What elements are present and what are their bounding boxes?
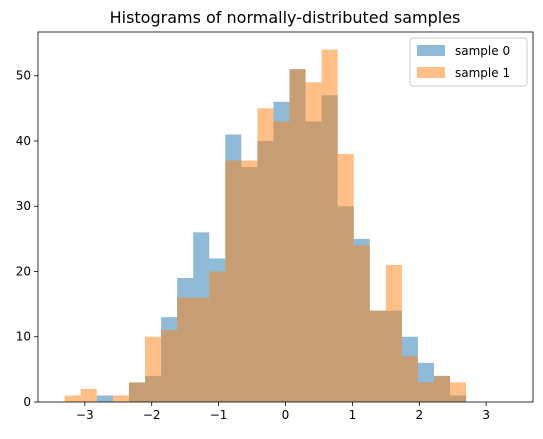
- histogram-bar: [96, 395, 113, 402]
- histogram-bar: [369, 310, 386, 402]
- x-tick-label: −3: [76, 408, 94, 422]
- histogram-bar: [401, 356, 418, 402]
- histogram-bar: [289, 69, 306, 402]
- histogram-bar: [241, 160, 258, 402]
- histogram-bar: [434, 375, 451, 402]
- histogram-bar: [145, 336, 162, 402]
- bars-layer: [64, 49, 467, 403]
- histogram-bar: [305, 82, 322, 402]
- y-tick-label: 20: [16, 264, 31, 278]
- x-tick-label: −1: [210, 408, 228, 422]
- x-tick-label: 1: [349, 408, 357, 422]
- histogram-bar: [337, 154, 354, 402]
- histogram-bar: [80, 388, 97, 402]
- x-tick-label: 3: [482, 408, 490, 422]
- y-tick-label: 40: [16, 134, 31, 148]
- histogram-bar: [417, 382, 434, 402]
- legend-label: sample 0: [455, 44, 510, 58]
- legend: sample 0 sample 1: [409, 37, 528, 87]
- y-tick-label: 50: [16, 69, 31, 83]
- histogram-bar: [385, 264, 402, 402]
- histogram-bar: [321, 49, 338, 403]
- series-1-bars: [64, 49, 467, 403]
- x-tick-label: 0: [282, 408, 290, 422]
- histogram-bar: [353, 245, 370, 402]
- histogram-bar: [225, 160, 242, 402]
- x-tick-label: 2: [415, 408, 423, 422]
- x-tick-label: −2: [143, 408, 161, 422]
- histogram-bar: [112, 395, 129, 402]
- legend-swatch: [417, 45, 445, 56]
- y-tick-label: 30: [16, 199, 31, 213]
- legend-label: sample 1: [455, 66, 510, 80]
- legend-swatch: [417, 67, 445, 78]
- histogram-bar: [177, 297, 194, 402]
- histogram-bar: [209, 271, 226, 402]
- histogram-bar: [161, 330, 178, 402]
- chart-title: Histograms of normally-distributed sampl…: [110, 8, 461, 27]
- histogram-bar: [450, 382, 467, 402]
- histogram-bar: [64, 395, 81, 402]
- histogram-bar: [193, 297, 210, 402]
- histogram-bar: [257, 108, 274, 402]
- y-tick-label: 0: [23, 395, 31, 409]
- histogram-bar: [128, 382, 146, 402]
- histogram-bar: [273, 121, 290, 403]
- y-tick-label: 10: [16, 330, 31, 344]
